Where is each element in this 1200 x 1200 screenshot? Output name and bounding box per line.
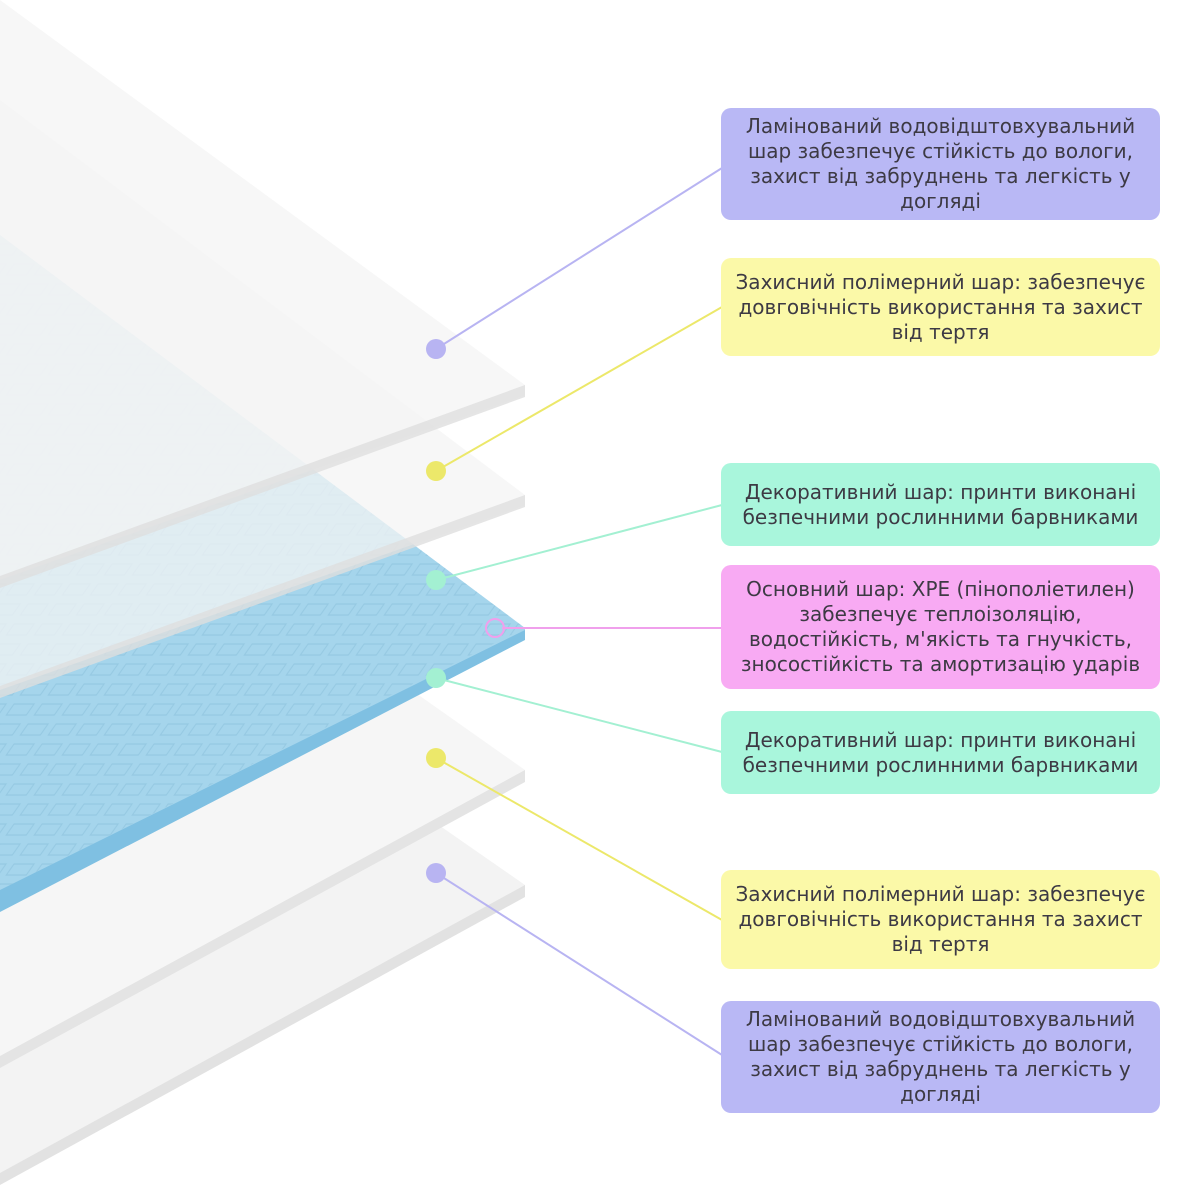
label-laminated-bottom: Ламінований водовідштовхувальний шар заб…	[721, 1001, 1160, 1113]
marker-dot	[426, 570, 446, 590]
marker-dot	[426, 863, 446, 883]
label-decorative-bottom: Декоративний шар: принти виконані безпеч…	[721, 711, 1160, 794]
marker-dot	[426, 668, 446, 688]
connector-lines	[435, 167, 723, 1056]
top-laminated-sheet	[0, 0, 525, 588]
marker-dot	[426, 461, 446, 481]
label-laminated-top: Ламінований водовідштовхувальний шар заб…	[721, 108, 1160, 220]
label-decorative-top: Декоративний шар: принти виконані безпеч…	[721, 463, 1160, 546]
marker-dot	[426, 748, 446, 768]
marker-ring	[485, 618, 505, 638]
label-protective-bottom: Захисний полімерний шар: забезпечує довг…	[721, 870, 1160, 969]
marker-dot	[426, 339, 446, 359]
label-protective-top: Захисний полімерний шар: забезпечує довг…	[721, 258, 1160, 356]
label-core-layer: Основний шар: ХРЕ (пінополіетилен) забез…	[721, 565, 1160, 689]
